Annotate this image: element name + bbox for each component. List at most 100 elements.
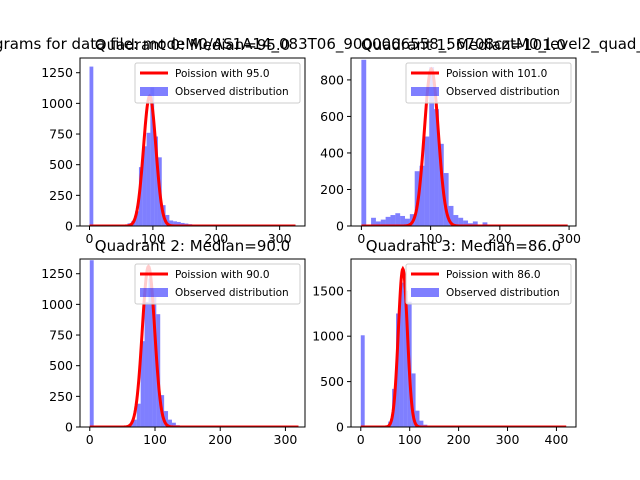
legend: Poission with 86.0 Observed distribution [405,263,572,305]
legend-frame [134,263,301,305]
y-tick-label: 1250 [41,65,73,80]
quadrant-title: Quadrant 0: Median=95.0 [95,36,290,54]
histogram-bar [375,221,381,226]
y-tick-label: 600 [320,109,344,124]
legend-fit-label: Poission with 101.0 [446,68,547,80]
histogram-bar [360,335,365,427]
histogram-bar [482,222,488,226]
histogram-bar [152,297,157,427]
quadrant-title: Quadrant 2: Median=90.0 [95,237,290,255]
quadrant-title: Quadrant 1: Median=101.0 [361,36,566,54]
histogram-bar [173,221,177,226]
histogram-bar [395,213,401,226]
x-tick-label: 100 [398,432,422,447]
x-tick-label: 200 [447,432,471,447]
legend: Poission with 90.0 Observed distribution [134,263,301,305]
legend-hist-swatch [140,288,168,297]
x-tick-label: 300 [557,231,581,246]
histogram-bar [390,215,396,226]
histogram-bar [419,420,424,427]
y-tick-label: 250 [49,389,73,404]
histogram-bar [415,410,420,427]
histogram-bar [142,146,147,226]
y-tick-label: 1000 [41,297,73,312]
histogram-bar [144,301,149,427]
legend-frame [405,62,572,104]
histogram-bar [168,419,172,427]
poisson-fit-line [89,93,296,226]
legend-frame [405,263,572,305]
histogram-bar [405,218,410,226]
y-tick-label: 800 [320,72,344,87]
histogram-bar [400,215,405,226]
histogram-bar [180,222,185,226]
legend-hist-swatch [411,87,439,96]
axes-frame [79,57,306,227]
y-tick-label: 1250 [41,266,73,281]
x-tick-label: 100 [419,231,443,246]
histogram-bar [472,221,478,226]
x-tick-label: 0 [86,231,94,246]
histogram-bar [385,216,391,226]
histogram-bar [434,109,439,226]
x-tick-label: 100 [141,231,165,246]
y-tick-label: 750 [49,328,73,343]
y-tick-label: 500 [320,374,344,389]
histogram-bar [453,215,459,226]
quadrant-title: Quadrant 3: Median=86.0 [366,237,561,255]
y-tick-label: 500 [49,358,73,373]
legend-hist-label: Observed distribution [175,287,289,299]
y-tick-label: 1000 [312,329,344,344]
legend: Poission with 95.0 Observed distribution [134,62,301,104]
y-tick-label: 0 [65,420,73,435]
y-tick-label: 250 [49,188,73,203]
legend: Poission with 101.0 Observed distribution [405,62,572,104]
histogram-bar [403,290,408,427]
histogram-bar [419,165,425,226]
legend-hist-swatch [140,87,168,96]
y-tick-label: 200 [320,182,344,197]
histogram-bar [396,313,400,427]
figure-suptitle: Histograms for data file: modeM0/AS1A14_… [0,35,640,54]
histogram-bar [148,278,153,427]
x-tick-label: 200 [488,231,512,246]
histogram-bar [399,282,404,427]
legend-fit-label: Poission with 90.0 [175,269,270,281]
histogram-bar [463,220,468,226]
quadrant-0-chart: 0 100 200 300 0 250 500 750 1000 1250 Quadrant 0: … [41,36,306,246]
legend-frame [134,62,301,104]
legend-fit-label: Poission with 95.0 [175,68,270,80]
x-tick-label: 100 [143,432,167,447]
legend-fit-label: Poission with 86.0 [446,269,541,281]
y-tick-label: 0 [336,420,344,435]
quadrant-2-chart: 0 100 200 300 0 250 500 750 1000 1250 Quadrant 2: … [41,237,306,447]
histogram-bar [154,136,158,226]
histogram-bar [140,341,145,427]
histogram-bar [458,217,464,226]
histogram-bar [169,220,174,226]
histogram-bar [138,167,143,226]
x-tick-label: 200 [204,231,228,246]
quadrant-3-chart: 0 100 200 300 400 0 500 1000 1500 Quadrant 3: Med… [312,237,577,447]
histogram-bar [424,136,430,226]
x-tick-label: 0 [86,432,94,447]
quadrant-1-chart: 0 100 200 300 0 200 400 600 800 Quadrant 1: Media… [320,36,581,246]
legend-hist-label: Observed distribution [446,86,560,98]
histogram-bar [380,219,386,226]
x-tick-label: 0 [357,231,365,246]
y-tick-label: 750 [49,127,73,142]
y-tick-label: 1000 [41,96,73,111]
legend-hist-label: Observed distribution [446,287,560,299]
histogram-bar [136,403,141,427]
histogram-bar [361,59,367,226]
x-tick-label: 200 [208,432,232,447]
axes-frame [350,57,577,227]
histogram-bar [164,411,169,427]
y-tick-label: 0 [65,219,73,234]
histogram-bar [132,419,137,427]
histogram-bar [146,132,151,226]
histogram-bar [89,66,94,226]
y-tick-label: 1500 [312,283,344,298]
x-tick-label: 300 [496,432,520,447]
